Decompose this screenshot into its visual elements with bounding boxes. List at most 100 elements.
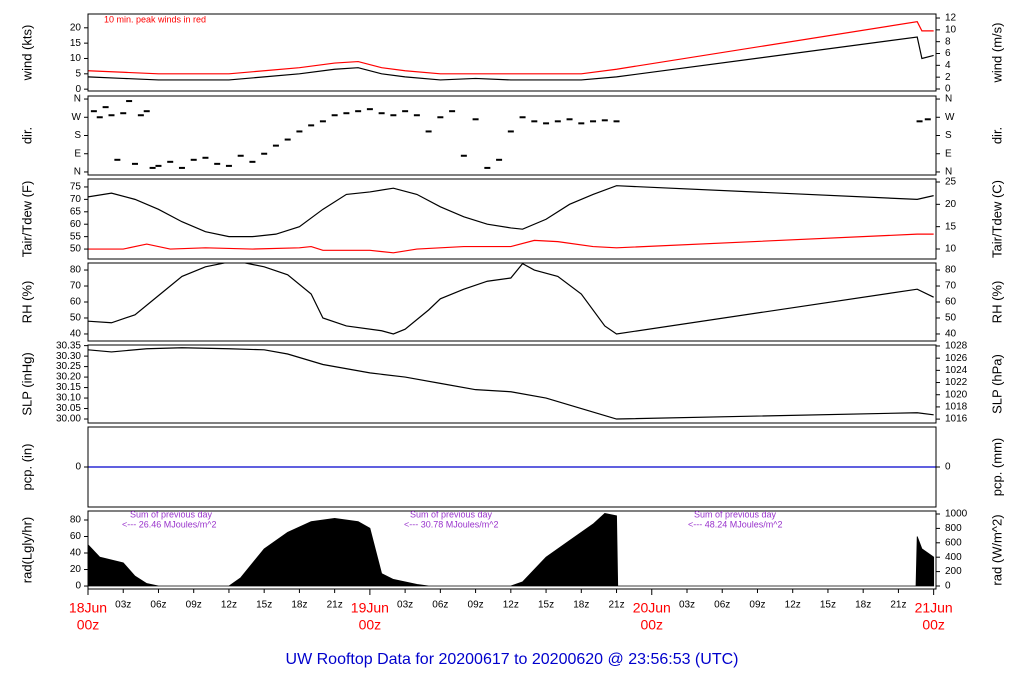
x-tick-label: 21z bbox=[327, 600, 343, 611]
direction-point bbox=[496, 158, 503, 161]
direction-point bbox=[590, 120, 597, 123]
y-tick-label: 0 bbox=[75, 581, 81, 592]
x-tick-label: 03z bbox=[115, 600, 131, 611]
y2-tick-label: 10 bbox=[945, 24, 957, 35]
annotation: Sum of previous day bbox=[410, 509, 493, 519]
y-tick-label: 55 bbox=[70, 231, 82, 242]
series-group bbox=[90, 100, 931, 169]
y2-tick-label: 15 bbox=[945, 221, 957, 232]
y2-tick-label: 1028 bbox=[945, 341, 968, 352]
plot-area bbox=[88, 185, 934, 254]
y-tick-label: 50 bbox=[70, 313, 82, 324]
y2-tick-label: 20 bbox=[945, 199, 957, 210]
y2-tick-label: 1018 bbox=[945, 402, 968, 413]
direction-point bbox=[378, 112, 385, 115]
x-tick-label: 03z bbox=[679, 600, 695, 611]
y2-axis-label: RH (%) bbox=[989, 281, 1004, 324]
direction-point bbox=[355, 110, 362, 113]
y-tick-label: 30.25 bbox=[56, 361, 81, 372]
x-tick-label: 12z bbox=[785, 600, 801, 611]
direction-point bbox=[507, 130, 514, 133]
annotation: 10 min. peak winds in red bbox=[104, 14, 206, 24]
x-tick-label: 06z bbox=[150, 600, 166, 611]
y2-tick-label: 60 bbox=[945, 297, 957, 308]
direction-point bbox=[449, 110, 456, 113]
direction-point bbox=[143, 110, 150, 113]
x-tick-label: 12z bbox=[221, 600, 237, 611]
date-tick-hour: 00z bbox=[77, 617, 100, 633]
direction-point bbox=[319, 120, 326, 123]
direction-point bbox=[613, 120, 620, 123]
date-tick-label: 19Jun bbox=[351, 600, 389, 616]
date-tick-hour: 00z bbox=[922, 617, 945, 633]
direction-point bbox=[261, 152, 268, 155]
direction-point bbox=[519, 116, 526, 119]
direction-point bbox=[331, 114, 338, 117]
x-tick-label: 03z bbox=[397, 600, 413, 611]
y-tick-label: 50 bbox=[70, 244, 82, 255]
direction-point bbox=[366, 108, 373, 111]
y2-tick-label: W bbox=[945, 112, 955, 123]
y2-tick-label: 1000 bbox=[945, 509, 968, 520]
y-tick-label: 80 bbox=[70, 265, 82, 276]
annotation: Sum of previous day bbox=[130, 509, 213, 519]
y-tick-label: 15 bbox=[70, 38, 82, 49]
y2-tick-label: 12 bbox=[945, 13, 957, 24]
direction-point bbox=[102, 106, 109, 109]
direction-point bbox=[120, 112, 127, 115]
y2-tick-label: N bbox=[945, 167, 952, 178]
direction-point bbox=[543, 122, 550, 125]
y2-tick-label: 0 bbox=[945, 84, 951, 95]
direction-point bbox=[96, 116, 103, 119]
date-tick-label: 21Jun bbox=[915, 600, 953, 616]
y-tick-label: 20 bbox=[70, 22, 82, 33]
direction-point bbox=[202, 156, 209, 159]
y-tick-label: 10 bbox=[70, 53, 82, 64]
y-tick-label: 30.35 bbox=[56, 340, 81, 351]
y-tick-label: S bbox=[74, 130, 81, 141]
plot-area bbox=[88, 347, 934, 420]
y-tick-label: 80 bbox=[70, 515, 82, 526]
y-tick-label: 30.05 bbox=[56, 403, 81, 414]
x-tick-label: 09z bbox=[468, 600, 484, 611]
y2-axis-label: dir. bbox=[989, 127, 1004, 144]
direction-point bbox=[460, 154, 467, 157]
y-tick-label: 30.00 bbox=[56, 414, 81, 425]
date-tick-label: 18Jun bbox=[69, 600, 107, 616]
direction-point bbox=[566, 118, 573, 121]
direction-point bbox=[413, 114, 420, 117]
y2-axis-label: Tair/Tdew (C) bbox=[989, 180, 1004, 258]
series-line bbox=[88, 347, 934, 420]
x-tick-label: 21z bbox=[608, 600, 624, 611]
series-line bbox=[88, 233, 934, 254]
direction-point bbox=[167, 160, 174, 163]
y2-tick-label: 10 bbox=[945, 244, 957, 255]
direction-point bbox=[343, 112, 350, 115]
y-tick-label: 60 bbox=[70, 297, 82, 308]
direction-point bbox=[249, 160, 256, 163]
plot-area bbox=[88, 21, 934, 81]
y-tick-label: 0 bbox=[75, 84, 81, 95]
radiation-area bbox=[88, 512, 935, 587]
y2-tick-label: 8 bbox=[945, 36, 951, 47]
series-line bbox=[88, 36, 934, 81]
y2-tick-label: 50 bbox=[945, 313, 957, 324]
direction-point bbox=[284, 138, 291, 141]
y-axis-label: wind (kts) bbox=[19, 25, 34, 82]
panel-frame bbox=[87, 13, 937, 92]
y2-tick-label: 1022 bbox=[945, 377, 968, 388]
y2-tick-label: 1020 bbox=[945, 389, 968, 400]
series-line bbox=[88, 185, 934, 238]
y-tick-label: 30.15 bbox=[56, 382, 81, 393]
y2-tick-label: 40 bbox=[945, 329, 957, 340]
y-tick-label: 0 bbox=[75, 462, 81, 473]
y2-tick-label: 200 bbox=[945, 566, 962, 577]
y-tick-label: 70 bbox=[70, 194, 82, 205]
y2-axis-label: pcp. (mm) bbox=[989, 438, 1004, 497]
direction-point bbox=[578, 122, 585, 125]
plot-area bbox=[88, 263, 934, 335]
y2-tick-label: 1026 bbox=[945, 353, 968, 364]
annotation: <--- 26.46 MJoules/m^2 bbox=[122, 519, 217, 529]
plot-area bbox=[88, 512, 935, 587]
